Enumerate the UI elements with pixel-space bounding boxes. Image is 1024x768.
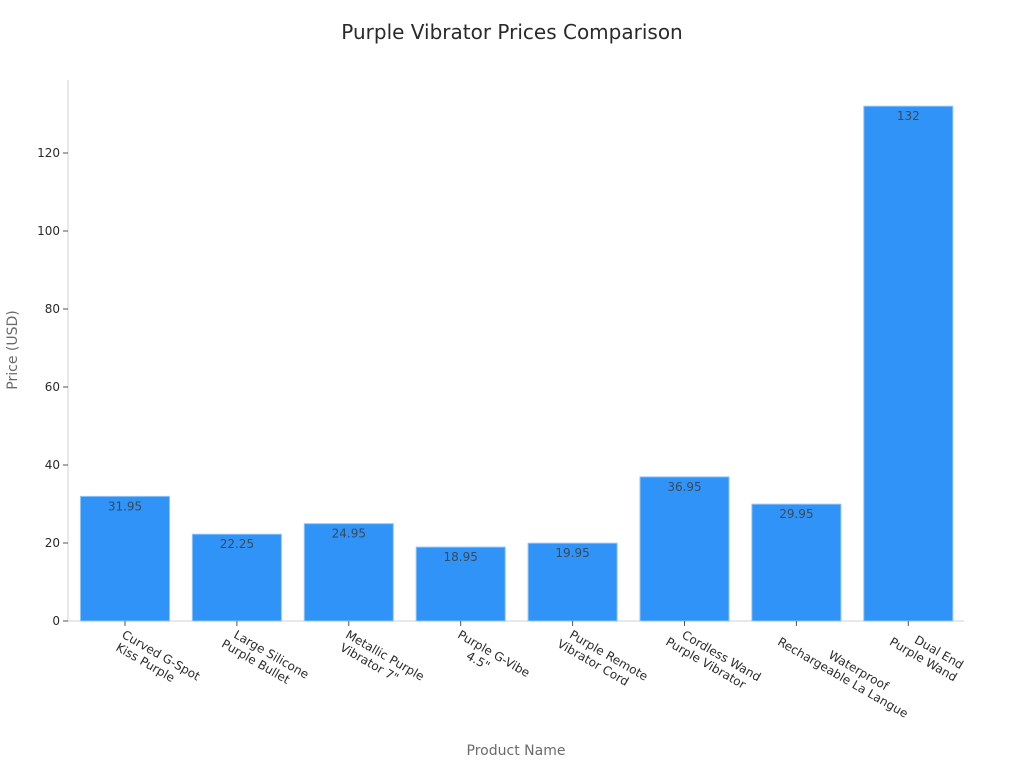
bar-group: 31.95 (80, 495, 170, 622)
x-tick-label: Purple G-Vibe4.5" (448, 627, 532, 692)
bar (527, 542, 618, 622)
bar-value-label: 24.95 (332, 527, 366, 541)
bar-value-label: 19.95 (555, 546, 589, 560)
bar (863, 105, 954, 622)
bar-value-label: 36.95 (667, 480, 701, 494)
chart-title: Purple Vibrator Prices Comparison (341, 20, 683, 44)
y-tick-label: 60 (45, 380, 60, 394)
y-tick-label: 120 (37, 146, 60, 160)
x-axis-label: Product Name (467, 743, 566, 759)
y-tick-label: 100 (37, 224, 60, 238)
bar-value-label: 22.25 (220, 537, 254, 551)
x-tick-label: Metallic PurpleVibrator 7" (336, 627, 426, 695)
bar (639, 476, 730, 622)
y-axis-ticks: 0 20 40 60 80 100 120 (37, 146, 68, 628)
bar-value-label: 132 (897, 109, 920, 123)
x-tick-label: Dual EndPurple Wand (887, 622, 966, 684)
y-tick-label: 20 (45, 536, 60, 550)
bar-group: 19.95 (527, 542, 618, 622)
x-tick-label: Cordless WandPurple Vibrator (663, 622, 763, 696)
bar-group: 132 (863, 105, 954, 622)
x-tick-label: Curved G-SpotKiss Purple (113, 627, 203, 695)
bar-value-label: 29.95 (779, 507, 813, 521)
y-tick-label: 0 (52, 614, 60, 628)
bars: 31.95 22.25 24.95 18.95 19.95 36.95 29.95 132 (80, 105, 954, 622)
bar-group: 24.95 (303, 523, 394, 622)
bar-group: 22.25 (191, 533, 282, 622)
bar-group: 18.95 (415, 546, 506, 622)
y-axis-label: Price (USD) (5, 310, 21, 389)
x-axis-ticks: Curved G-SpotKiss Purple Large SiliconePu… (113, 621, 966, 721)
bar-group: 29.95 (751, 503, 842, 622)
bar (80, 495, 170, 622)
bar-value-label: 18.95 (444, 550, 478, 564)
x-tick-label: Purple RemoteVibrator Cord (555, 624, 650, 695)
bar-group: 36.95 (639, 476, 730, 622)
bar-value-label: 31.95 (108, 499, 142, 513)
y-tick-label: 80 (45, 302, 60, 316)
bar (415, 546, 506, 622)
x-tick-label: Large SiliconePurple Bullet (219, 624, 311, 693)
bar (751, 503, 842, 622)
y-tick-label: 40 (45, 458, 60, 472)
bar (191, 533, 282, 622)
